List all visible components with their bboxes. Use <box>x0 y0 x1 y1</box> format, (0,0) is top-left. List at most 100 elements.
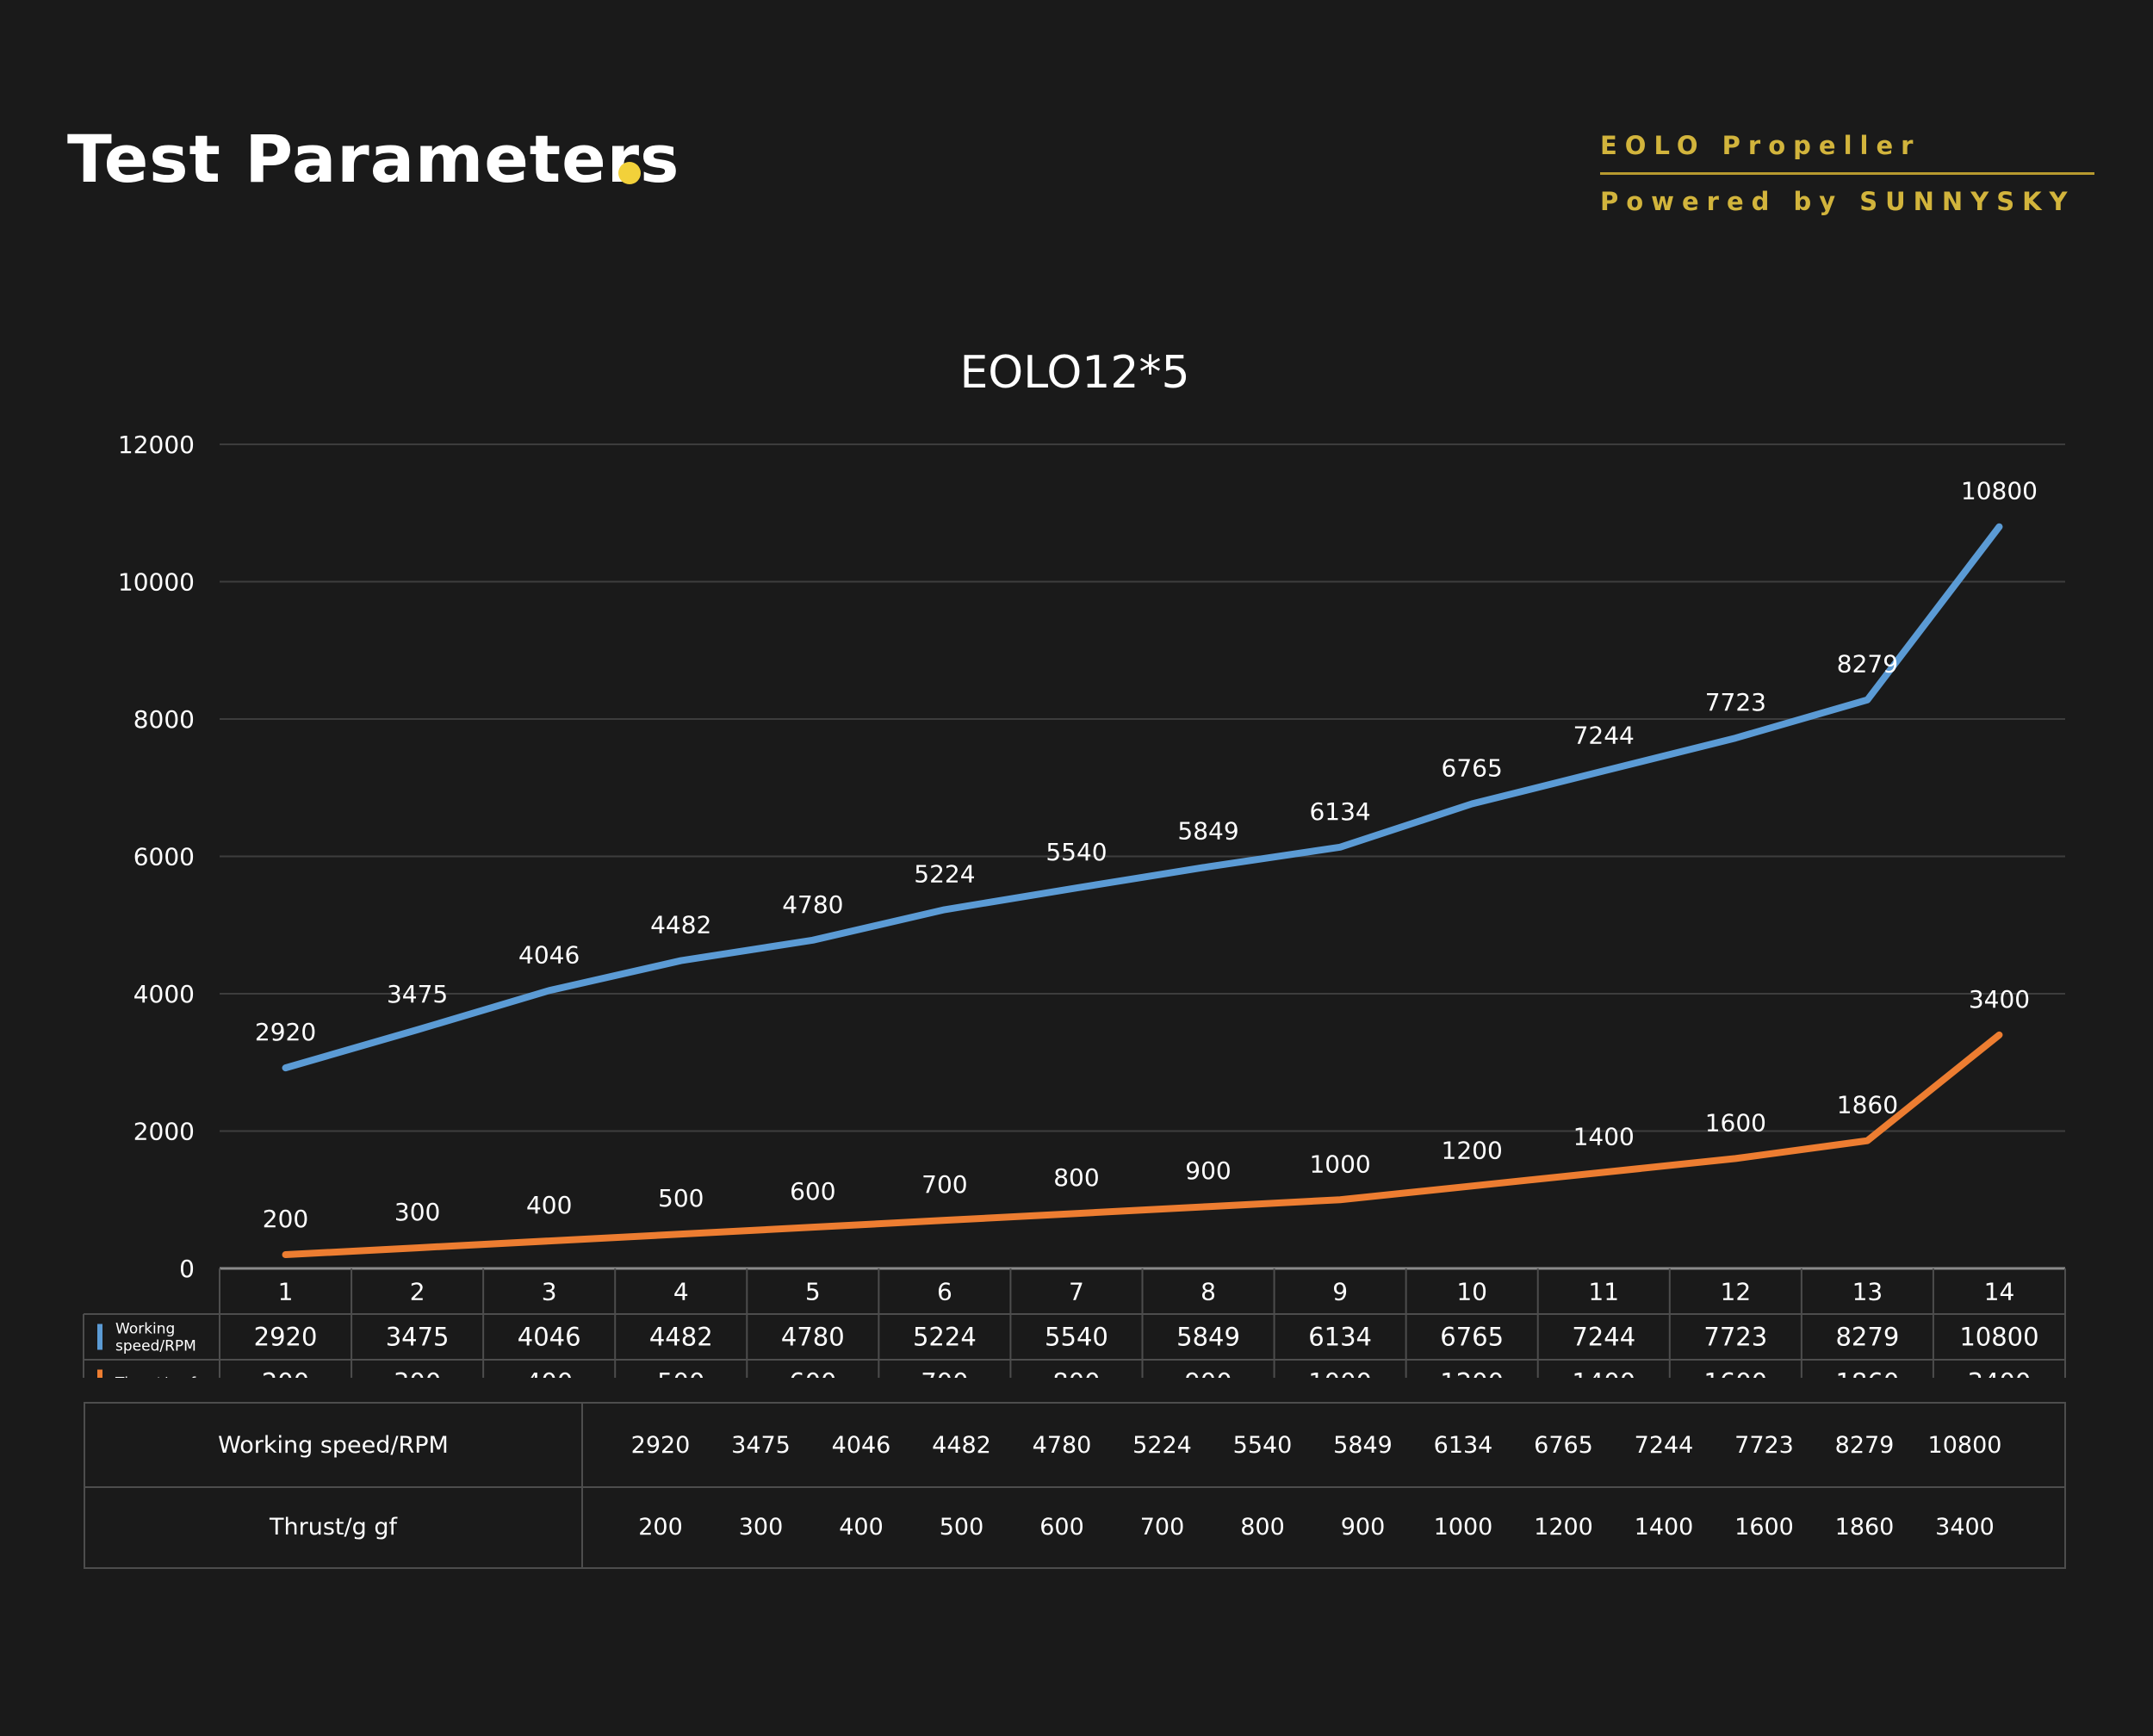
summary-cell: 3475 <box>731 1431 791 1459</box>
data-label: 8279 <box>1837 650 1898 679</box>
x-tick-label: 11 <box>1588 1278 1619 1306</box>
summary-cell: 6134 <box>1433 1431 1493 1459</box>
table-cell: 5849 <box>1176 1323 1240 1352</box>
summary-cell: 2920 <box>630 1431 691 1459</box>
table-cell: 700 <box>921 1368 968 1379</box>
summary-cell: 4482 <box>932 1431 991 1459</box>
brand-tagline: Powered by SUNNYSKY <box>1600 187 2075 216</box>
table-cell: 8279 <box>1835 1323 1899 1352</box>
data-label: 600 <box>790 1177 835 1206</box>
summary-cell: 1860 <box>1834 1513 1895 1541</box>
data-label: 1860 <box>1837 1091 1898 1119</box>
summary-cell: 5540 <box>1232 1431 1293 1459</box>
summary-cell: 7244 <box>1634 1431 1694 1459</box>
data-label: 2920 <box>255 1018 316 1046</box>
table-cell: 1600 <box>1703 1368 1767 1379</box>
table-cell: 4046 <box>518 1323 581 1352</box>
table-cell: 7723 <box>1703 1323 1767 1352</box>
summary-cell: 500 <box>939 1513 984 1541</box>
summary-cell: 900 <box>1340 1513 1386 1541</box>
summary-row-label: Thrust/g gf <box>85 1486 583 1567</box>
data-label: 6134 <box>1309 797 1370 826</box>
data-label: 700 <box>921 1170 967 1199</box>
data-label: 200 <box>263 1205 308 1233</box>
summary-cell: 7723 <box>1734 1431 1794 1459</box>
legend-label: Working <box>115 1321 175 1338</box>
data-label: 5540 <box>1045 838 1107 866</box>
table-cell: 6134 <box>1308 1323 1372 1352</box>
data-label: 800 <box>1053 1163 1099 1192</box>
data-label: 3400 <box>1969 985 2030 1014</box>
summary-cell: 5849 <box>1333 1431 1393 1459</box>
data-label: 300 <box>394 1198 440 1226</box>
table-cell: 5224 <box>913 1323 977 1352</box>
brand-name: EOLO Propeller <box>1600 131 1921 160</box>
table-cell: 1200 <box>1440 1368 1504 1379</box>
data-label: 1400 <box>1573 1122 1635 1150</box>
table-cell: 200 <box>262 1368 309 1379</box>
data-label: 1000 <box>1309 1150 1370 1178</box>
summary-cell: 10800 <box>1927 1431 2002 1459</box>
x-tick-label: 8 <box>1201 1278 1216 1306</box>
summary-cell: 1000 <box>1433 1513 1493 1541</box>
series-line <box>282 1031 2003 1259</box>
series-line <box>282 523 2003 1072</box>
data-label: 4780 <box>782 890 843 919</box>
summary-cell: 5224 <box>1132 1431 1192 1459</box>
summary-cell: 600 <box>1039 1513 1084 1541</box>
table-cell: 10800 <box>1959 1323 2038 1352</box>
summary-cell: 200 <box>638 1513 683 1541</box>
y-tick-label: 4000 <box>133 980 195 1008</box>
chart-title: EOLO12*5 <box>959 347 1189 399</box>
data-label: 10800 <box>1961 477 2038 505</box>
x-tick-label: 1 <box>278 1278 294 1306</box>
brand-block: EOLO Propeller Powered by SUNNYSKY <box>1600 131 2094 216</box>
table-cell: 400 <box>525 1368 573 1379</box>
data-label: 1600 <box>1705 1108 1766 1137</box>
table-cell: 1860 <box>1835 1368 1899 1379</box>
table-cell: 7244 <box>1572 1323 1635 1352</box>
summary-row-label: Working speed/RPM <box>85 1404 583 1486</box>
table-cell: 300 <box>394 1368 441 1379</box>
y-tick-label: 6000 <box>133 843 195 871</box>
x-tick-label: 14 <box>1984 1278 2015 1306</box>
table-cell: 4482 <box>649 1323 713 1352</box>
summary-cell: 300 <box>738 1513 784 1541</box>
data-label: 5224 <box>914 859 975 888</box>
summary-cell: 400 <box>839 1513 884 1541</box>
data-label: 500 <box>658 1184 704 1212</box>
table-cell: 600 <box>789 1368 836 1379</box>
y-tick-label: 10000 <box>118 568 195 597</box>
table-cell: 5540 <box>1045 1323 1108 1352</box>
summary-row: Working speed/RPM 2920 3475 4046 4482 4780 522… <box>85 1404 2064 1488</box>
x-tick-label: 6 <box>937 1278 952 1306</box>
table-cell: 800 <box>1052 1368 1100 1379</box>
summary-cell: 1400 <box>1634 1513 1694 1541</box>
data-label: 4482 <box>650 911 711 939</box>
data-label: 3475 <box>387 980 448 1008</box>
data-labels: 2920 3475 4046 4482 4780 5224 5540 5849 6134 6765… <box>255 477 2038 1233</box>
table-cell: 4780 <box>781 1323 845 1352</box>
y-axis-tick-labels: 0 2000 4000 6000 8000 10000 12000 <box>118 431 195 1283</box>
table-cell: 2920 <box>254 1323 318 1352</box>
page-title: Test Parameters <box>67 121 680 197</box>
summary-cell: 1200 <box>1534 1513 1593 1541</box>
legend-swatch <box>97 1324 102 1350</box>
x-tick-label: 13 <box>1852 1278 1883 1306</box>
y-tick-label: 2000 <box>133 1118 195 1146</box>
summary-cell: 3400 <box>1935 1513 1995 1541</box>
y-tick-label: 12000 <box>118 431 195 459</box>
data-label: 6765 <box>1442 753 1503 782</box>
summary-row: Thrust/g gf 200 300 400 500 600 700 800 900 1000 1… <box>85 1486 2064 1567</box>
title-dot-icon <box>618 162 641 184</box>
x-tick-label: 5 <box>805 1278 821 1306</box>
x-tick-label: 4 <box>673 1278 689 1306</box>
table-cell: 6765 <box>1440 1323 1504 1352</box>
table-cell: 3475 <box>386 1323 450 1352</box>
summary-cell: 4780 <box>1032 1431 1092 1459</box>
y-tick-label: 0 <box>179 1255 195 1283</box>
summary-cell: 800 <box>1240 1513 1285 1541</box>
data-label: 7723 <box>1705 688 1766 716</box>
